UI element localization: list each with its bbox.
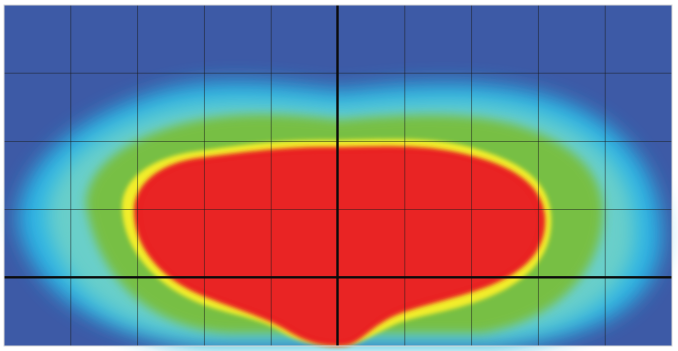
plot-border	[3, 4, 673, 347]
heatmap-red-core-solid	[143, 153, 537, 339]
